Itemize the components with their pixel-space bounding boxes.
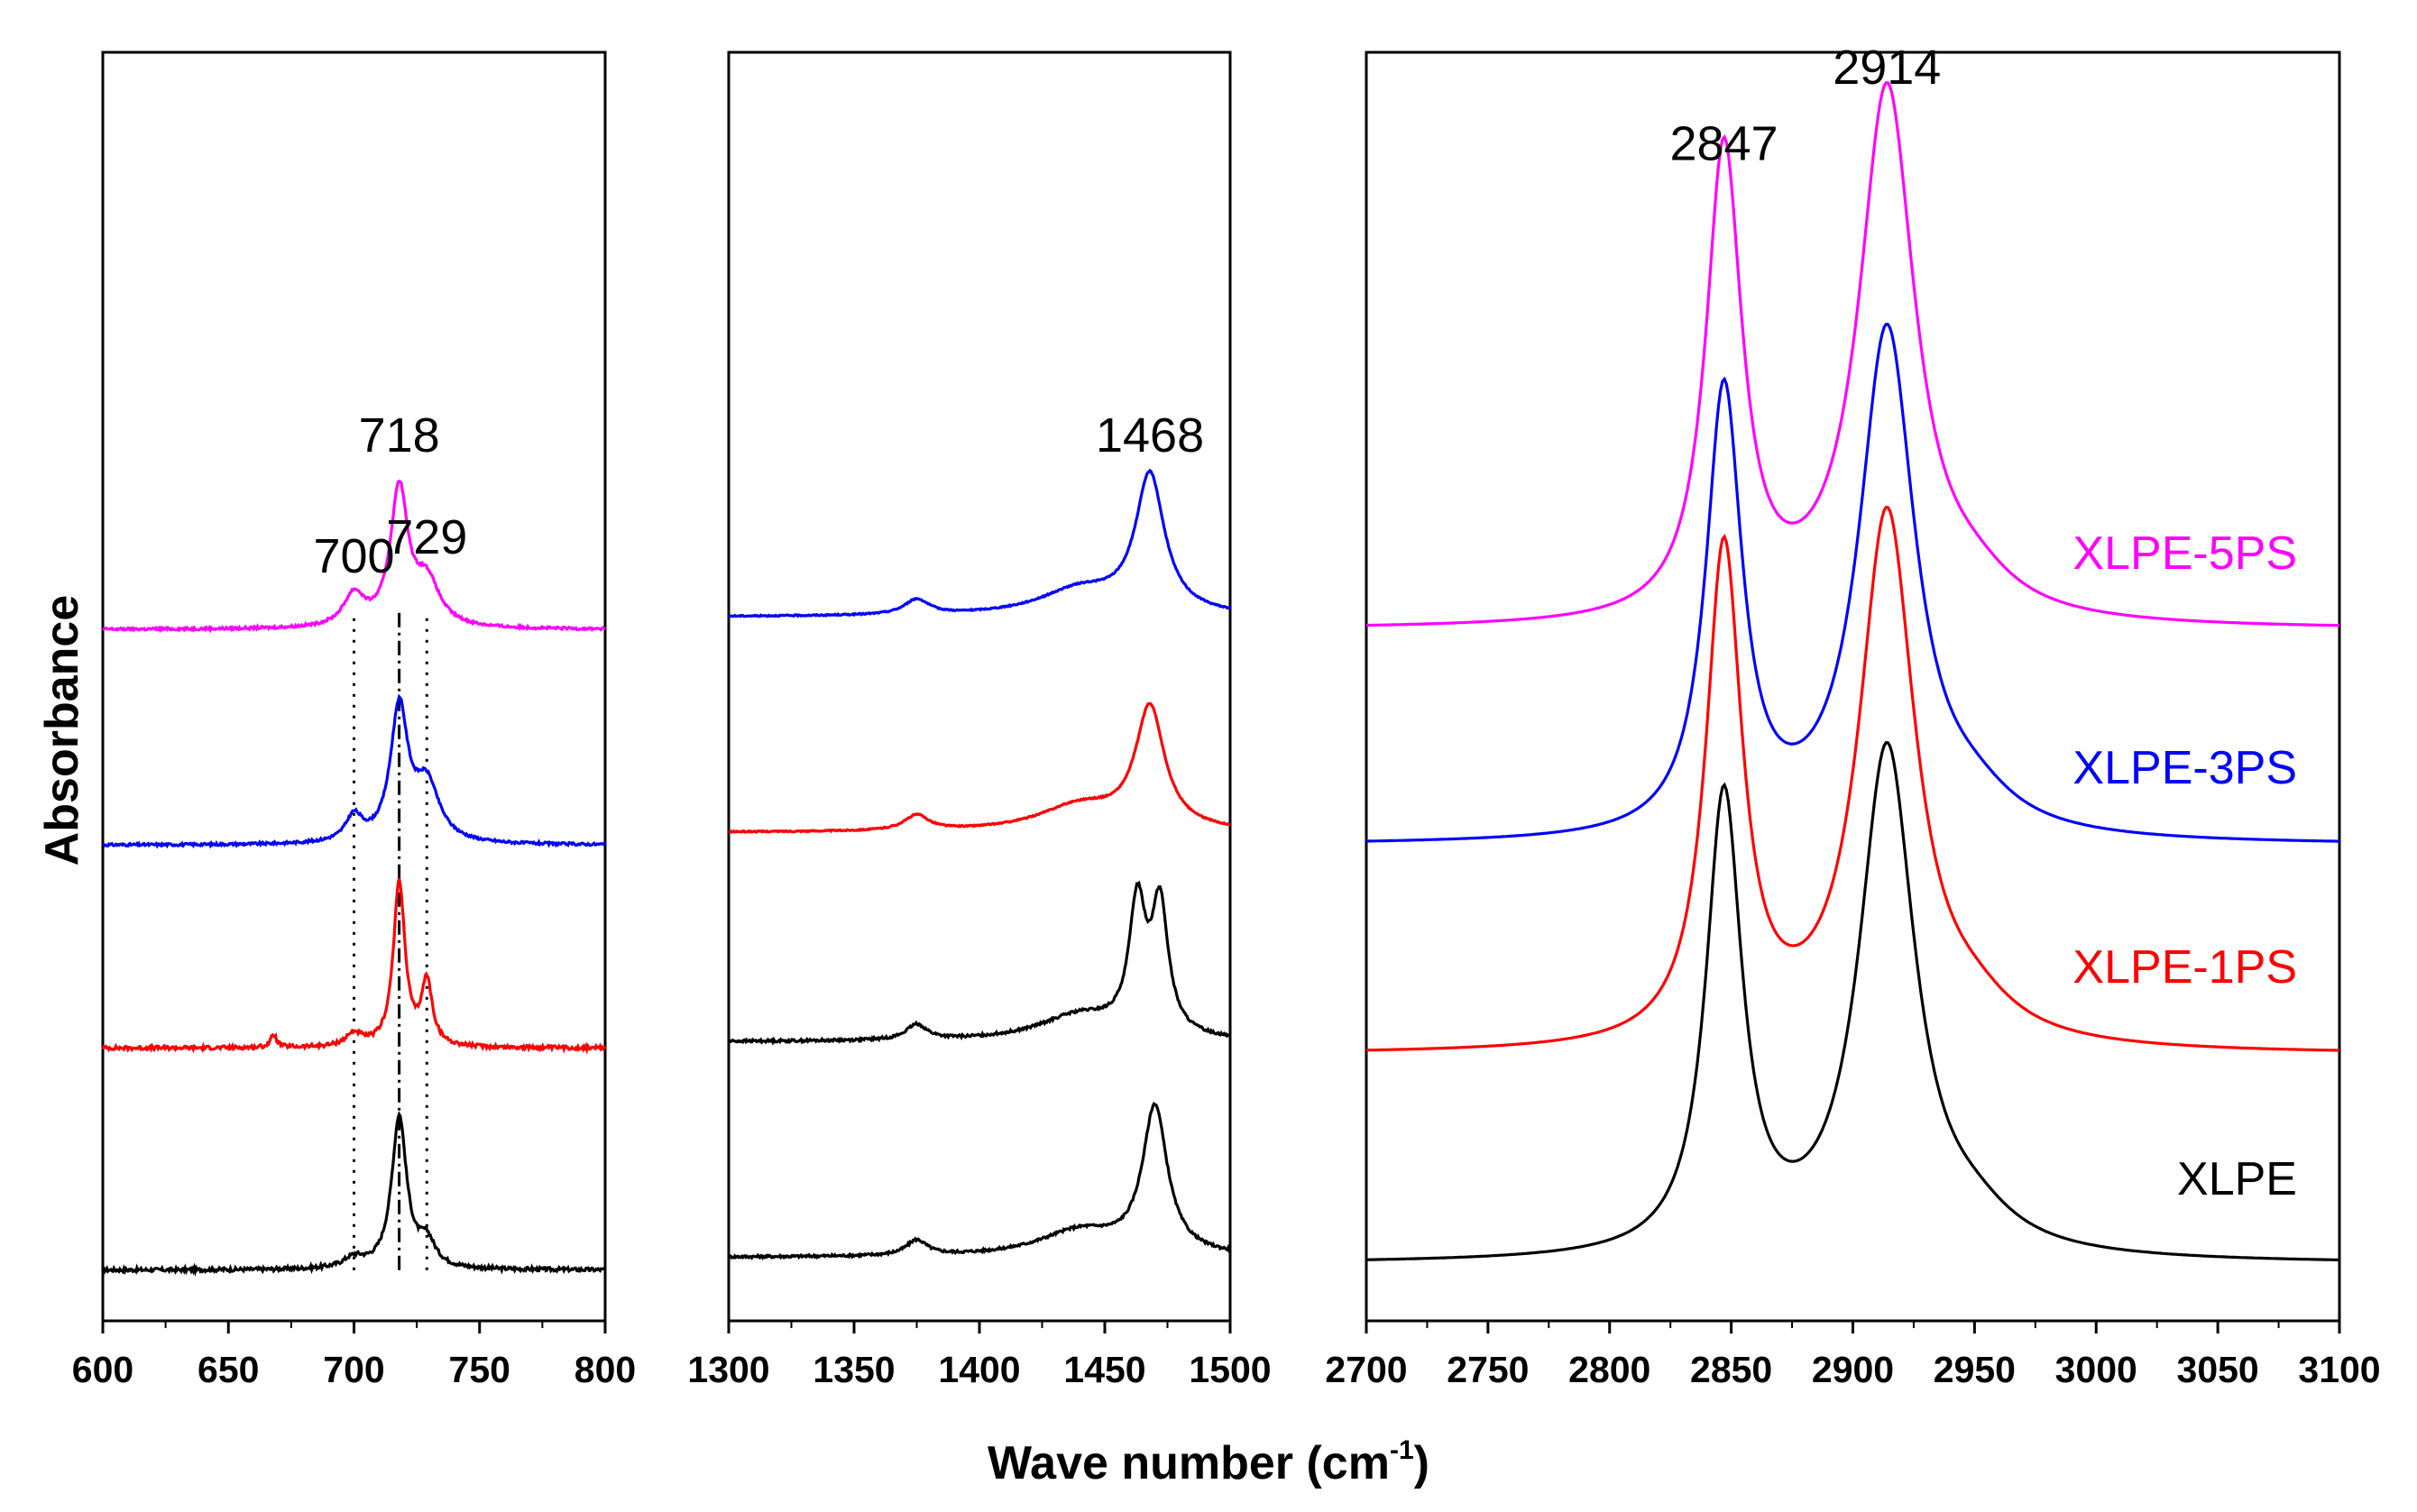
series-line-xlpe-1ps [728,880,1231,1046]
x-tick-label: 1500 [1189,1349,1271,1390]
x-tick-label: 3100 [2298,1349,2380,1390]
x-tick-label: 2850 [1690,1349,1772,1390]
x-tick-label: 1300 [687,1349,769,1390]
peak-label: 700 [313,529,394,583]
series-line-xlpe [1366,741,2340,1261]
x-tick-label: 800 [574,1349,636,1390]
series-line-xlpe-1ps [1365,506,2339,1052]
x-tick-label: 1400 [938,1349,1020,1390]
peak-label: 2847 [1669,117,1778,171]
legend-label: XLPE-1PS [2072,941,2297,994]
x-axis-title: Wave number (cm-1) [988,1435,1429,1489]
x-axis-title-superscript: -1 [1390,1435,1414,1465]
series-line-xlpe [102,1111,606,1278]
panel-2700-3100: 2700 2750 2800 2850 2900 2950 3000 3050 3100 2847… [1325,41,2380,1390]
x-tick-label: 2950 [1934,1349,2016,1390]
x-tick-label: 2700 [1325,1349,1407,1390]
series-line-xlpe-3ps [1365,323,2339,843]
x-tick-label: 1350 [813,1349,895,1390]
x-tick-label: 600 [72,1349,133,1390]
y-axis-title: Absorbance [36,595,88,866]
peak-label: 729 [386,510,467,564]
x-tick-label: 700 [323,1349,384,1390]
x-axis-title-end: ) [1414,1437,1429,1489]
x-axis-title-main: Wave number (cm [988,1437,1390,1489]
series-line-xlpe-3ps [728,701,1231,834]
legend-label: XLPE-5PS [2072,527,2297,580]
series-line-xlpe [727,1101,1232,1260]
x-tick-label: 2800 [1568,1349,1650,1390]
x-tick-label: 3050 [2177,1349,2259,1390]
x-tick-label: 2750 [1447,1349,1529,1390]
x-tick-label: 2900 [1812,1349,1894,1390]
legend-label: XLPE-3PS [2072,742,2297,794]
legend-label: XLPE [2177,1153,2297,1205]
series-line-xlpe-3ps [102,693,607,849]
series-line-xlpe-5ps [102,480,606,634]
peak-label: 2914 [1833,41,1941,95]
x-tick-label: 650 [198,1349,259,1390]
peak-label: 1468 [1096,408,1204,463]
x-tick-label: 1450 [1063,1349,1145,1390]
peak-label: 718 [359,408,440,463]
series-line-xlpe-5ps [728,468,1231,619]
x-tick-label: 750 [449,1349,510,1390]
panel-1300-1500: 1300 1350 1400 1450 1500 1468 [687,50,1272,1390]
x-tick-label: 3000 [2055,1349,2137,1390]
series-line-xlpe-5ps [1366,81,2339,628]
series-line-xlpe-1ps [101,878,607,1055]
